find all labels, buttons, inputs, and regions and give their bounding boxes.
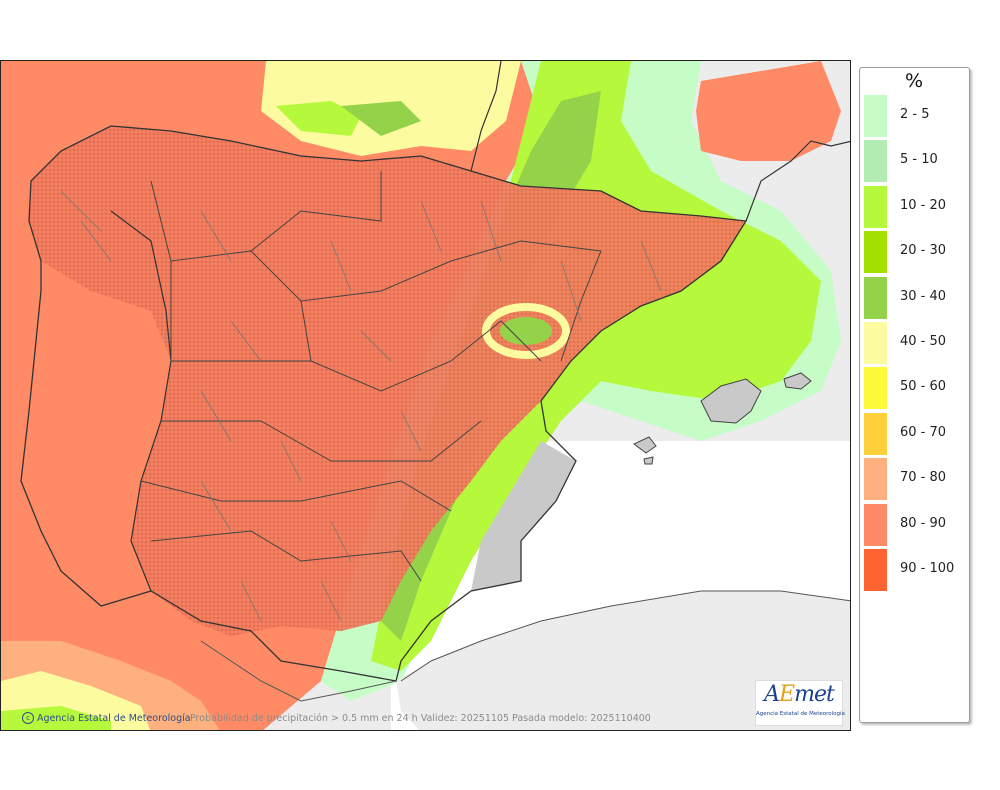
legend-item: 10 - 20 (864, 185, 970, 228)
legend-label: 90 - 100 (900, 561, 955, 576)
cantabrian-green-2 (341, 101, 421, 136)
legend-label: 70 - 80 (900, 470, 947, 486)
legend-item: 40 - 50 (864, 322, 970, 364)
legend-label: 20 - 30 (900, 243, 947, 259)
legend-item: 30 - 40 (864, 276, 970, 319)
legend-item: 5 - 10 (864, 140, 970, 183)
legend-label: 40 - 50 (900, 334, 947, 349)
legend-swatch (864, 367, 887, 410)
legend-label: 50 - 60 (900, 379, 947, 395)
legend-item: 80 - 90 (864, 503, 970, 546)
legend-swatch (864, 185, 887, 228)
region-borders (140, 171, 602, 582)
legend-label: 10 - 20 (900, 197, 947, 213)
legend-item: 20 - 30 (864, 231, 970, 274)
mallorca (700, 378, 762, 424)
probability-legend: % 2 - 5 5 - 10 10 - 20 20 - 30 30 - 40 40 - 5… (859, 67, 970, 723)
legend-label: 2 - 5 (900, 107, 930, 122)
south-coast-land (396, 591, 850, 730)
legend-swatch (864, 322, 887, 364)
aemet-logo: AEmet Agencia Estatal de Meteorología (755, 680, 845, 726)
legend-item: 60 - 70 (864, 412, 970, 455)
copyright-icon: c (22, 712, 34, 724)
footer-credit: c Agencia Estatal de Meteorología (22, 712, 191, 724)
portugal-border (110, 210, 172, 592)
central-east-patch (500, 317, 552, 345)
legend-label: 80 - 90 (900, 515, 947, 531)
legend-label: 30 - 40 (900, 288, 947, 304)
legend-item: 70 - 80 (864, 458, 970, 501)
central-east-halo (482, 303, 570, 359)
legend-item: 50 - 60 (864, 367, 970, 410)
probability-map (0, 60, 851, 731)
province-borders (60, 190, 662, 622)
legend-item: 2 - 5 (864, 95, 970, 137)
legend-swatch (864, 549, 887, 591)
legend-swatch (864, 276, 887, 319)
iberia-high-probability (29, 126, 746, 636)
legend-label: 5 - 10 (900, 152, 938, 168)
portugal-field (21, 221, 171, 606)
legend-swatch (864, 231, 887, 274)
southeast-land-low (471, 441, 576, 591)
ibiza (633, 436, 657, 454)
france-coastline (470, 61, 850, 222)
logo-mark: AEmet (764, 682, 835, 707)
legend-swatch (864, 412, 887, 455)
legend-swatch (864, 458, 887, 501)
legend-item: 90 - 100 (864, 549, 970, 591)
formentera (643, 456, 654, 465)
legend-swatch (864, 95, 887, 137)
legend-swatch (864, 140, 887, 183)
credit-text: Agencia Estatal de Meteorología (37, 712, 191, 724)
legend-label: 60 - 70 (900, 424, 947, 440)
legend-swatch (864, 503, 887, 546)
cantabrian-green (276, 101, 361, 136)
map-canvas (1, 61, 850, 730)
iberia-coastline (20, 125, 748, 682)
map-caption: Probabilidad de precipitación > 0.5 mm e… (190, 713, 651, 724)
mediterranean-field-mid (371, 61, 821, 671)
legend-title: % (904, 70, 924, 92)
menorca (783, 372, 812, 390)
france-field (696, 61, 841, 161)
logo-subtitle: Agencia Estatal de Meteorología (756, 711, 845, 717)
africa-coastline (200, 590, 850, 702)
